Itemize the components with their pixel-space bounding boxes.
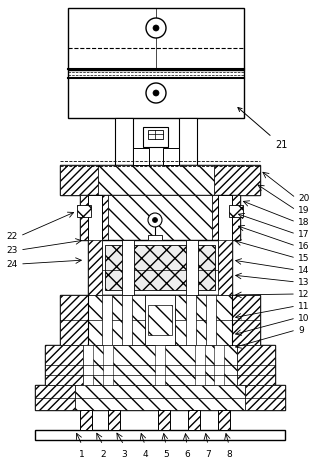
Bar (45, 345, 275, 385)
Bar (108, 410, 120, 430)
Bar (163, 148, 179, 165)
Bar (148, 235, 162, 240)
Text: 21: 21 (238, 107, 287, 150)
Bar (218, 240, 232, 295)
Text: 17: 17 (298, 230, 309, 239)
Circle shape (153, 90, 159, 96)
Bar (186, 240, 198, 295)
Bar (148, 305, 172, 335)
Bar (214, 165, 260, 195)
Bar (60, 165, 98, 195)
Bar (103, 345, 113, 385)
Text: 2: 2 (100, 450, 106, 459)
Bar (133, 148, 149, 165)
Text: 24: 24 (7, 259, 18, 268)
Text: 11: 11 (298, 301, 309, 311)
Circle shape (153, 25, 159, 31)
Circle shape (148, 213, 162, 227)
Bar (102, 295, 112, 345)
Bar (105, 245, 215, 290)
Bar (77, 205, 91, 217)
Bar (122, 295, 132, 345)
Bar (88, 240, 102, 295)
Text: 4: 4 (142, 450, 148, 459)
Bar (179, 118, 197, 165)
Text: 6: 6 (184, 450, 190, 459)
Bar (206, 295, 216, 345)
Bar (35, 430, 285, 440)
Bar (60, 165, 260, 195)
Bar (245, 385, 285, 410)
Bar (229, 205, 243, 217)
Bar (195, 345, 205, 385)
Bar (237, 345, 275, 385)
Bar (212, 195, 240, 240)
Text: 7: 7 (205, 450, 211, 459)
Bar (60, 295, 88, 345)
Bar (83, 345, 237, 385)
Bar (35, 385, 75, 410)
Text: 15: 15 (298, 253, 309, 263)
Text: 8: 8 (226, 450, 232, 459)
Text: 22: 22 (7, 232, 18, 240)
Text: 10: 10 (298, 313, 309, 323)
Text: 3: 3 (121, 450, 127, 459)
Text: 5: 5 (163, 450, 169, 459)
Bar (45, 345, 83, 385)
Bar (115, 118, 133, 165)
Text: 14: 14 (298, 266, 309, 274)
Text: 16: 16 (298, 241, 309, 251)
Text: 1: 1 (79, 450, 85, 459)
Bar (35, 385, 285, 410)
Text: 18: 18 (298, 218, 309, 226)
Bar (214, 345, 224, 385)
Bar (68, 70, 244, 118)
Text: 12: 12 (298, 290, 309, 299)
Bar (218, 195, 232, 285)
Bar (232, 295, 260, 345)
Bar (80, 195, 240, 240)
Text: 20: 20 (298, 193, 309, 202)
Bar (143, 127, 168, 147)
Bar (60, 295, 260, 345)
Bar (98, 165, 214, 195)
Circle shape (146, 83, 166, 103)
Bar (145, 295, 175, 345)
Circle shape (152, 218, 157, 222)
Bar (80, 410, 92, 430)
Bar (88, 195, 102, 285)
Bar (158, 410, 170, 430)
Bar (75, 385, 245, 410)
Bar (83, 345, 93, 385)
Bar (186, 295, 196, 345)
Bar (88, 295, 232, 345)
Bar (148, 130, 163, 139)
Bar (80, 195, 108, 240)
Bar (68, 8, 244, 70)
Bar (108, 195, 212, 240)
Text: 19: 19 (298, 206, 309, 214)
Text: 13: 13 (298, 278, 309, 286)
Bar (218, 410, 230, 430)
Text: 23: 23 (7, 246, 18, 254)
Bar (155, 345, 165, 385)
Bar (88, 240, 232, 295)
Circle shape (146, 18, 166, 38)
Bar (188, 410, 200, 430)
Text: 9: 9 (298, 326, 304, 334)
Bar (122, 240, 134, 295)
